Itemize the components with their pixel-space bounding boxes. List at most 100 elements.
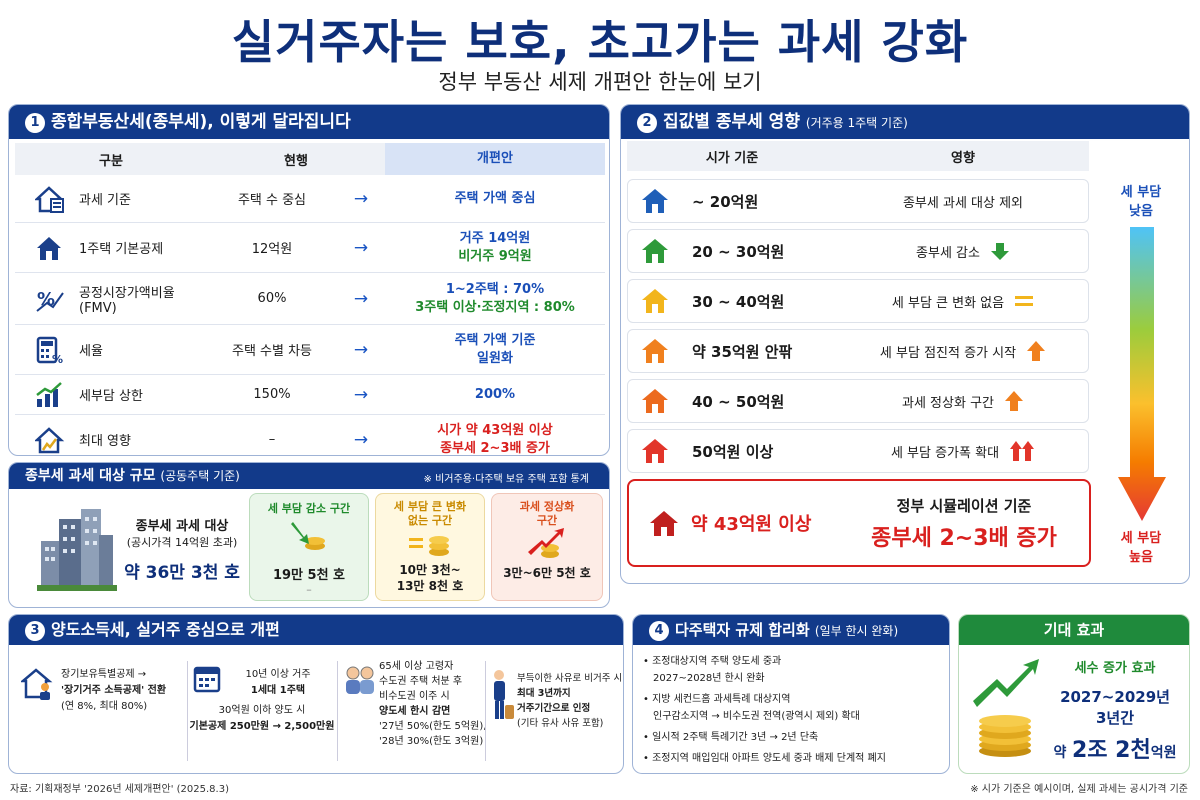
table-row: 1주택 기본공제 12억원 → 거주 14억원 비거주 9억원 [15,223,605,273]
row-current: 60% [257,291,287,306]
scope-box-nochange: 세 부담 큰 변화 없는 구간 10만 3천~ 13만 8천 호 [375,493,485,601]
table-header: 구분 현행 개편안 [15,143,605,175]
scope-box-decrease: 세 부담 감소 구간 19만 5천 호 – [249,493,369,601]
cg-item-2: 10년 이상 거주 1세대 1주택 [245,669,311,696]
house-icon [642,239,668,263]
row-new: 200% [474,386,516,402]
house-person-icon [21,668,53,700]
elderly-couple-icon [346,666,374,694]
highlight-row: 약 43억원 이상 정부 시뮬레이션 기준 종부세 2~3배 증가 [627,479,1091,567]
house-icon [642,189,668,213]
cg-item-3: 65세 이상 고령자 수도권 주택 처분 후 비수도권 이주 시 양도세 한시 감면 '… [379,661,487,747]
arrow-right-icon: → [353,339,369,360]
table-row: 50억원 이상 세 부담 증가폭 확대 [627,429,1089,473]
svg-text:%: % [52,353,63,364]
scope-total: 종부세 과세 대상 (공시가격 14억원 초과) 약 36만 3천 호 [124,519,240,583]
house-icon [642,289,668,313]
table-row: 30 ~ 40억원 세 부담 큰 변화 없음 [627,279,1089,323]
scale-top-label: 세 부담 낮음 [1120,185,1162,219]
coins-equal-icon [409,536,449,556]
percent-chart-icon: % [36,289,64,312]
row-label: 세율 [79,344,103,359]
panel-capital-gains: 3 양도소득세, 실거주 중심으로 개편 장기보유특별공제 → '장기거주 소득공제… [8,614,624,774]
table-row: ~ 20억원 종부세 과세 대상 제외 [627,179,1089,223]
row-new: 거주 14억원 비거주 9억원 [458,230,532,264]
panel-header: 2 집값별 종부세 영향 (거주용 1주택 기준) [621,105,1189,139]
panel-header: 종부세 과세 대상 규모 (공동주택 기준) [9,463,609,489]
cg-item-4: 부득이한 사유로 비거주 시 최대 3년까지 거주기간으로 인정 (기타 유사 사유 … [517,673,623,729]
row-new: 주택 가액 중심 [454,190,536,206]
house-icon [642,339,668,363]
row-current: 12억원 [251,242,293,257]
row-current: – [268,432,276,447]
house-icon [642,389,668,413]
house-document-icon [35,185,65,213]
row-current: 주택 수별 차등 [231,344,313,359]
list-item: • 일시적 2주택 특례기간 3년 → 2년 단축 [643,732,819,743]
double-arrow-up-icon [1010,441,1035,461]
row-label: 최대 영향 [79,434,131,449]
scale-bottom-label: 세 부담 높음 [1120,531,1162,565]
list-item: • 조정지역 매입임대 아파트 양도세 중과 배제 단계적 폐지 [643,753,886,764]
table-row: % 세율 주택 수별 차등 → 주택 가액 기준 일원화 [15,325,605,375]
apartment-buildings-icon [37,509,117,591]
source-note: 자료: 기획재정부 '2026년 세제개편안' (2025.8.3) [10,784,229,795]
arrow-down-icon [990,243,1009,260]
house-icon [650,511,678,536]
list-item: • 조정대상지역 주택 양도세 중과 2027~2028년 한시 완화 [643,656,782,684]
panel-expected-effect: 기대 효과 세수 증가 효과 2027~2029년 3년간 약 2조 2천억원 [958,614,1190,774]
equal-icon [1015,296,1034,306]
row-new: 주택 가액 기준 일원화 [454,332,536,366]
arrow-right-icon: → [353,237,369,258]
arrow-right-icon: → [353,384,369,405]
panel-tax-scope: 종부세 과세 대상 규모 (공동주택 기준) ※ 비거주용·다주택 보유 주택 … [8,462,610,608]
house-trend-icon [35,426,65,453]
page-title: 실거주자는 보호, 초고가는 과세 강화 [231,15,969,69]
coins-growth-icon [973,659,1039,757]
row-current: 주택 수 중심 [237,193,307,208]
cg-item-2b: 30억원 이하 양도 시 기본공제 250만원 → 2,500만원 [189,705,335,732]
row-label: 공정시장가액비율 (FMV) [79,285,175,316]
table-row: 최대 영향 – → 시가 약 43억원 이상 종부세 2~3배 증가 [15,415,605,456]
cg-item-1: 장기보유특별공제 → '장기거주 소득공제' 전환 (연 8%, 최대 80%) [61,669,167,712]
arrow-up-icon [1005,391,1023,411]
calculator-icon: % [36,336,63,364]
effect-text: 세수 증가 효과 2027~2029년 3년간 약 2조 2천억원 [1053,661,1177,763]
row-current: 150% [253,387,291,402]
scope-note: ※ 비거주용·다주택 보유 주택 포함 통계 [423,474,589,485]
row-new: 시가 약 43억원 이상 종부세 2~3배 증가 [437,422,553,456]
arrow-right-icon: → [353,288,369,309]
house-icon [37,236,61,260]
panel-header: 4 다주택자 규제 합리화 (일부 한시 완화) [633,615,949,645]
arrow-right-icon: → [353,188,369,209]
arrow-right-icon: → [353,429,369,450]
burden-scale-arrow [1118,227,1166,521]
row-label: 세부담 상한 [79,389,143,404]
scope-box-normalize: 과세 정상화 구간 3만~6만 5천 호 [491,493,603,601]
table-row: 40 ~ 50억원 과세 정상화 구간 [627,379,1089,423]
panel-header: 1 종합부동산세(종부세), 이렇게 달라집니다 [9,105,609,139]
panel-header: 3 양도소득세, 실거주 중심으로 개편 [9,615,623,645]
panel-price-impact: 2 집값별 종부세 영향 (거주용 1주택 기준) 시가 기준 영향 ~ 20억원… [620,104,1190,584]
page-subtitle: 정부 부동산 세제 개편안 한눈에 보기 [438,70,762,94]
list-item: • 지방 세컨드홈 과세특례 대상지역 인구감소지역 → 비수도권 전역(광역시 … [643,694,860,722]
panel-header: 기대 효과 [959,615,1189,645]
row-label: 1주택 기본공제 [79,242,164,257]
traveler-icon [494,670,514,719]
calendar-icon [193,666,221,693]
footnote: ※ 시가 기준은 예시이며, 실제 과세는 공시가격 기준 [970,784,1188,795]
house-icon [642,439,668,463]
row-new: 1~2주택 : 70% 3주택 이상·조정지역 : 80% [415,281,575,315]
coins-up-icon [528,528,564,558]
table-row: % 공정시장가액비율 (FMV) 60% → 1~2주택 : 70% 3주택 이상·조정지역… [15,273,605,325]
table-row: 세부담 상한 150% → 200% [15,375,605,415]
table-row: 과세 기준 주택 수 중심 → 주택 가액 중심 [15,175,605,223]
table-row: 약 35억원 안팎 세 부담 점진적 증가 시작 [627,329,1089,373]
bar-chart-icon [36,381,62,407]
table-row: 20 ~ 30억원 종부세 감소 [627,229,1089,273]
coins-down-icon [291,522,325,550]
panel-multi-home: 4 다주택자 규제 합리화 (일부 한시 완화) • 조정대상지역 주택 양도세 … [632,614,950,774]
table-header: 시가 기준 영향 [627,141,1089,171]
row-label: 과세 기준 [79,193,131,208]
